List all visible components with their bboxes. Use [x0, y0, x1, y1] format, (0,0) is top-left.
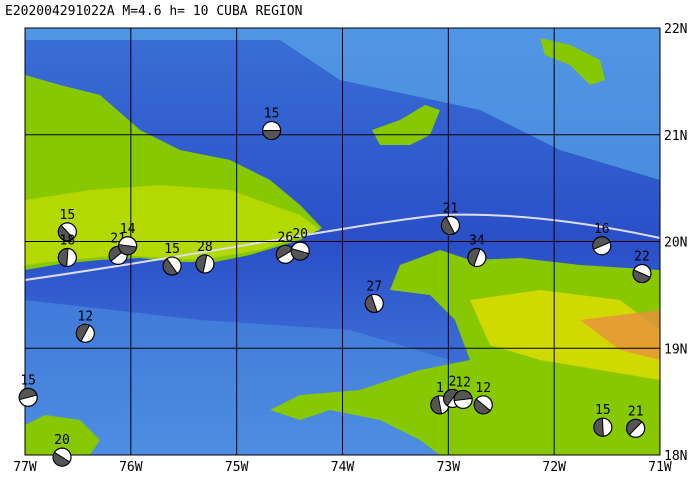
depth-label: 12: [455, 375, 471, 390]
focal-mechanism: [57, 247, 77, 268]
depth-label: 12: [475, 381, 491, 396]
depth-label: 16: [594, 222, 610, 237]
lon-label: 72W: [542, 460, 566, 475]
focal-mechanism: [57, 222, 77, 242]
beachball-quadrant: [162, 257, 178, 276]
beachball-quadrant: [57, 224, 75, 242]
focal-mechanism: [364, 293, 384, 314]
depth-label: 20: [54, 433, 70, 448]
depth-label: 1: [436, 381, 444, 396]
beachball-quadrant: [262, 129, 282, 140]
depth-label: 34: [469, 234, 485, 249]
depth-label: 21: [628, 404, 644, 419]
beachball-quadrant: [593, 417, 604, 437]
beachball-quadrant: [440, 216, 456, 235]
beachball-quadrant: [626, 418, 643, 436]
beachball-quadrant: [592, 236, 611, 250]
lat-label: 22N: [664, 22, 687, 37]
focal-mechanism: [440, 215, 461, 236]
beachball-quadrant: [75, 323, 91, 342]
focal-mechanism: [52, 447, 72, 467]
lon-label: 76W: [119, 460, 143, 475]
depth-label: 15: [264, 106, 280, 121]
focal-mechanism: [75, 323, 95, 343]
focal-mechanism: [118, 236, 138, 256]
depth-label: 28: [197, 240, 213, 255]
beachball-quadrant: [443, 388, 459, 407]
beachball-quadrant: [57, 248, 69, 268]
lat-label: 19N: [664, 342, 687, 357]
depth-label: 14: [120, 222, 136, 237]
beachball-quadrant: [430, 395, 443, 415]
lat-label: 21N: [664, 129, 687, 144]
focal-mechanism: [632, 263, 652, 284]
beachball-quadrant: [364, 294, 378, 313]
depth-label: 20: [292, 227, 308, 242]
focal-mechanism: [593, 417, 613, 437]
map-title: E202004291022A M=4.6 h= 10 CUBA REGION: [5, 4, 302, 19]
focal-mechanism: [467, 247, 487, 268]
beachball-quadrant: [467, 248, 481, 267]
lon-label: 75W: [225, 460, 249, 475]
focal-mechanism: [261, 120, 282, 141]
lon-label: 77W: [13, 460, 37, 475]
depth-label: 18: [60, 234, 76, 249]
beachball-quadrant: [453, 390, 473, 402]
depth-label: 15: [595, 403, 611, 418]
focal-mechanism: [592, 236, 612, 256]
lon-label: 73W: [437, 460, 461, 475]
depth-label: 27: [366, 279, 382, 294]
lat-label: 18N: [664, 449, 687, 464]
focal-mechanism: [453, 389, 473, 410]
beachball-quadrant: [118, 243, 138, 256]
focal-mechanism: [195, 254, 215, 274]
focal-mechanism: [18, 387, 38, 407]
depth-label: 2: [449, 374, 457, 389]
lon-label: 71W: [648, 460, 672, 475]
focal-mechanism: [626, 418, 646, 438]
focal-mechanism: [290, 241, 310, 261]
depth-label: 21: [443, 201, 459, 216]
beachball-quadrant: [473, 398, 491, 415]
depth-label: 15: [20, 373, 36, 388]
depth-label: 22: [634, 250, 650, 265]
lat-label: 20N: [664, 236, 687, 251]
lon-label: 74W: [331, 460, 355, 475]
beachball-quadrant: [632, 269, 651, 283]
depth-label: 26: [278, 230, 294, 245]
focal-mechanism: [473, 395, 493, 415]
depth-label: 12: [77, 309, 93, 324]
beachball-quadrant: [195, 254, 208, 274]
beachball-quadrant: [290, 248, 310, 261]
beachball-quadrant: [52, 451, 71, 467]
depth-label: 15: [60, 208, 76, 223]
beachball-quadrant: [18, 387, 38, 401]
depth-label: 15: [164, 242, 180, 257]
focal-mechanism: [162, 256, 182, 276]
